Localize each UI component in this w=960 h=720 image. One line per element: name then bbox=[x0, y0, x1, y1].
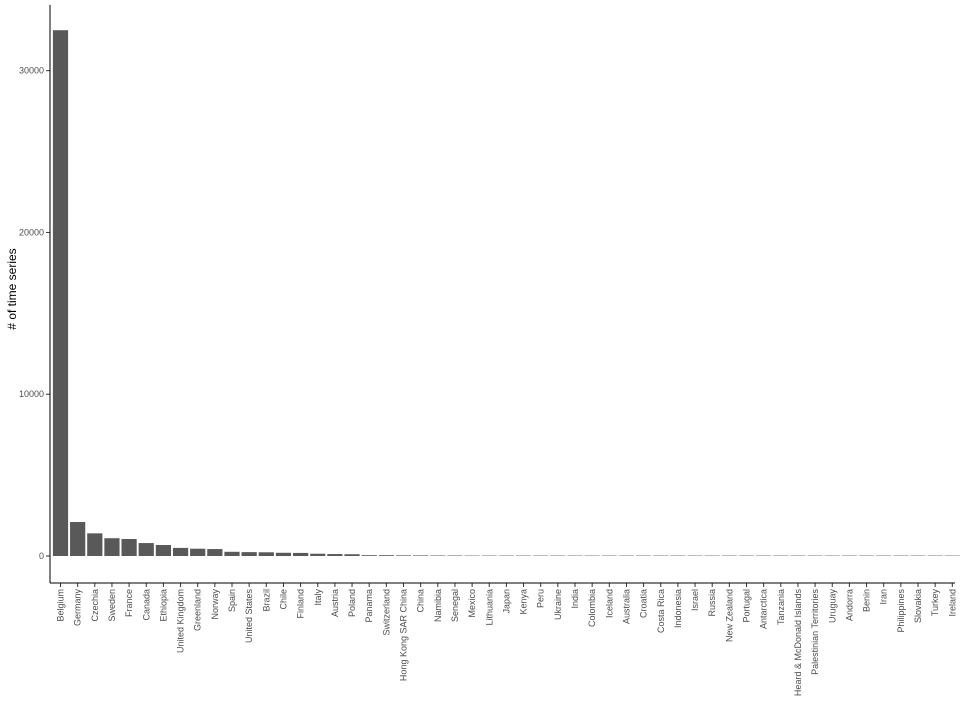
x-tick-label: Italy bbox=[313, 589, 323, 606]
bar bbox=[155, 544, 171, 556]
bar bbox=[224, 551, 240, 556]
x-tick-label: Peru bbox=[536, 589, 546, 608]
x-tick-label: Colombia bbox=[587, 589, 597, 627]
x-tick-label: United States bbox=[244, 589, 254, 644]
x-tick-label: Slovakia bbox=[913, 589, 923, 623]
y-tick-label: 20000 bbox=[19, 227, 44, 237]
x-tick-label: Turkey bbox=[930, 589, 940, 617]
x-tick-label: Uruguay bbox=[827, 589, 837, 624]
x-tick-label: Switzerland bbox=[381, 589, 391, 636]
y-axis-ticks: 0 10000 20000 30000 bbox=[19, 66, 50, 561]
x-tick-label: Russia bbox=[707, 589, 717, 617]
x-tick-label: Ukraine bbox=[553, 589, 563, 620]
x-tick-label: Belgium bbox=[56, 589, 66, 622]
bar bbox=[293, 552, 309, 556]
x-tick-label: Namibia bbox=[433, 589, 443, 622]
x-tick-label: Czechia bbox=[90, 589, 100, 622]
x-tick-label: Kenya bbox=[519, 589, 529, 615]
x-tick-label: Andorra bbox=[844, 589, 854, 621]
bar bbox=[413, 555, 429, 556]
x-tick-label: Lithuania bbox=[484, 589, 494, 626]
x-tick-label: Brazil bbox=[261, 589, 271, 612]
bar bbox=[395, 555, 412, 556]
x-tick-label: Finland bbox=[296, 589, 306, 619]
y-tick-label: 10000 bbox=[19, 389, 44, 399]
bar bbox=[207, 549, 223, 556]
x-tick-label: Hong Kong SAR China bbox=[399, 589, 409, 681]
x-tick-label: Iran bbox=[879, 589, 889, 605]
x-tick-label: Ethiopia bbox=[158, 589, 168, 622]
x-tick-label: Israel bbox=[690, 589, 700, 611]
bar bbox=[361, 555, 377, 556]
x-tick-label: Costa Rica bbox=[656, 589, 666, 633]
bar bbox=[258, 552, 274, 556]
x-tick-label: Germany bbox=[73, 589, 83, 627]
bar bbox=[190, 548, 206, 556]
x-tick-label: Poland bbox=[347, 589, 357, 617]
x-tick-label: Iceland bbox=[604, 589, 614, 618]
x-tick-label: France bbox=[124, 589, 134, 617]
x-tick-label: Spain bbox=[227, 589, 237, 612]
x-tick-label: Croatia bbox=[639, 589, 649, 618]
x-tick-label: Canada bbox=[141, 589, 151, 621]
x-tick-label: Norway bbox=[210, 589, 220, 620]
y-tick-label: 30000 bbox=[19, 66, 44, 76]
x-tick-label: Philippines bbox=[896, 589, 906, 633]
bar bbox=[138, 543, 154, 556]
bar bbox=[344, 554, 360, 556]
x-tick-label: United Kingdom bbox=[176, 589, 186, 653]
x-tick-label: Australia bbox=[621, 589, 631, 624]
y-axis-title: # of time series bbox=[5, 248, 19, 329]
x-tick-label: Chile bbox=[278, 589, 288, 610]
x-tick-label: Benin bbox=[862, 589, 872, 612]
bars-group bbox=[52, 30, 960, 556]
y-tick-label: 0 bbox=[39, 551, 44, 561]
x-tick-label: Portugal bbox=[742, 589, 752, 623]
x-tick-label: Senegal bbox=[450, 589, 460, 622]
x-axis-ticks: Belgium Germany Czechia Sweden France Canada E… bbox=[56, 583, 957, 697]
bar bbox=[172, 547, 189, 556]
x-tick-label: Palestinian Territories bbox=[810, 589, 820, 675]
x-tick-label: Japan bbox=[501, 589, 511, 614]
x-tick-label: China bbox=[416, 589, 426, 613]
x-tick-label: Austria bbox=[330, 589, 340, 617]
x-tick-label: Mexico bbox=[467, 589, 477, 618]
bar bbox=[121, 539, 137, 556]
x-tick-label: Indonesia bbox=[673, 589, 683, 628]
bar bbox=[310, 553, 326, 556]
bar bbox=[275, 552, 292, 556]
x-tick-label: India bbox=[570, 589, 580, 609]
x-tick-label: Greenland bbox=[193, 589, 203, 631]
bar bbox=[327, 554, 343, 556]
bar bbox=[70, 522, 86, 556]
x-tick-label: New Zealand bbox=[724, 589, 734, 642]
bar bbox=[52, 30, 69, 556]
x-tick-label: Tanzania bbox=[776, 589, 786, 625]
bar bbox=[378, 555, 394, 556]
x-tick-label: Ireland bbox=[947, 589, 957, 617]
x-tick-label: Heard & McDonald Islands bbox=[793, 589, 803, 697]
x-tick-label: Antarctica bbox=[759, 589, 769, 629]
bar bbox=[87, 533, 103, 556]
bar bbox=[241, 552, 257, 556]
bar bbox=[104, 538, 120, 556]
x-tick-label: Panama bbox=[364, 589, 374, 623]
x-tick-label: Sweden bbox=[107, 589, 117, 622]
